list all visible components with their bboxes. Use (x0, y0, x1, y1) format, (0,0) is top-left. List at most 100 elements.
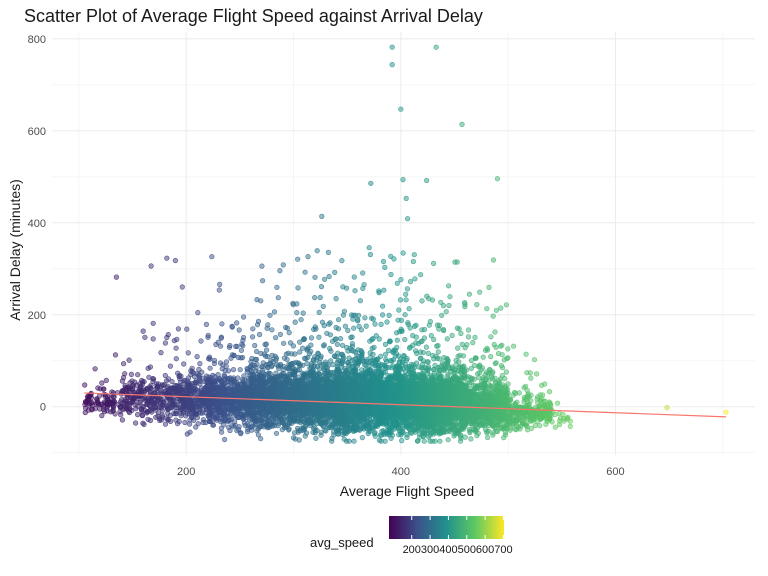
data-point (216, 287, 222, 293)
data-point (301, 336, 307, 342)
data-point (221, 372, 227, 378)
data-point (98, 401, 105, 407)
data-points (82, 44, 729, 444)
data-point (396, 307, 402, 313)
data-point (261, 419, 267, 425)
data-point (304, 384, 310, 390)
data-point (275, 295, 281, 301)
data-point (283, 324, 289, 331)
data-point (318, 284, 325, 290)
data-point (219, 321, 225, 327)
data-point (253, 356, 260, 363)
data-point (282, 381, 288, 388)
data-point (260, 367, 266, 373)
data-point (150, 320, 156, 326)
data-point (173, 356, 179, 362)
data-point (279, 427, 285, 433)
data-point (299, 405, 305, 412)
data-point (285, 409, 291, 415)
data-point (264, 396, 270, 402)
data-point (325, 367, 331, 373)
data-point (320, 412, 326, 418)
data-point (255, 376, 262, 382)
data-point (346, 363, 352, 370)
data-point (132, 379, 138, 385)
data-point (344, 285, 350, 291)
data-point (282, 423, 288, 429)
data-point (363, 357, 369, 363)
data-point (123, 398, 129, 404)
data-point (237, 367, 243, 373)
data-point (149, 409, 155, 415)
data-point (297, 377, 304, 384)
data-point (226, 404, 232, 410)
data-point (291, 381, 297, 387)
data-point (348, 413, 354, 419)
data-point (172, 382, 178, 389)
data-point (339, 258, 345, 264)
data-point (271, 309, 278, 315)
data-point (249, 395, 255, 401)
data-point (344, 370, 350, 376)
data-point (221, 409, 227, 416)
data-point (281, 407, 287, 413)
data-point (294, 301, 300, 307)
data-point (209, 254, 215, 260)
data-point (198, 338, 204, 344)
data-point (302, 269, 308, 275)
data-point (181, 361, 187, 367)
data-point (92, 366, 98, 372)
data-point (369, 379, 375, 385)
data-point (170, 396, 176, 402)
data-point (381, 287, 387, 293)
data-point (302, 355, 308, 362)
data-point (186, 404, 192, 410)
data-point (282, 374, 288, 380)
data-point (242, 422, 248, 428)
data-point (297, 349, 303, 355)
data-point (362, 377, 368, 383)
data-point (295, 360, 302, 366)
data-point (363, 323, 369, 329)
data-point (255, 432, 262, 438)
data-point (148, 385, 154, 391)
data-point (140, 328, 146, 334)
data-point (268, 409, 274, 415)
data-point (335, 326, 342, 332)
data-point (317, 294, 323, 301)
data-point (341, 308, 348, 314)
data-point (218, 419, 224, 425)
data-point (318, 385, 324, 391)
data-point (176, 418, 182, 425)
data-point (290, 435, 297, 441)
data-point (312, 378, 318, 385)
data-point (345, 387, 351, 393)
data-point (197, 375, 203, 381)
data-point (195, 421, 201, 427)
data-point (235, 408, 241, 414)
data-point (370, 351, 376, 358)
data-point (328, 385, 334, 391)
data-point (349, 425, 355, 432)
data-point (207, 411, 213, 417)
data-point (139, 381, 146, 387)
data-point (93, 401, 100, 407)
data-point (305, 254, 311, 260)
data-point (162, 421, 169, 427)
data-point (333, 296, 339, 302)
data-point (356, 312, 362, 319)
data-point (419, 298, 425, 304)
data-point (218, 378, 224, 384)
data-point (223, 363, 229, 369)
data-point (250, 400, 256, 406)
data-point (342, 405, 348, 411)
data-point (120, 374, 127, 381)
data-point (316, 334, 322, 340)
data-point (95, 385, 101, 391)
data-point (324, 406, 330, 412)
data-point (205, 378, 211, 384)
data-point (316, 415, 322, 421)
data-point (353, 379, 359, 385)
data-point (260, 385, 267, 391)
data-point (150, 336, 156, 342)
